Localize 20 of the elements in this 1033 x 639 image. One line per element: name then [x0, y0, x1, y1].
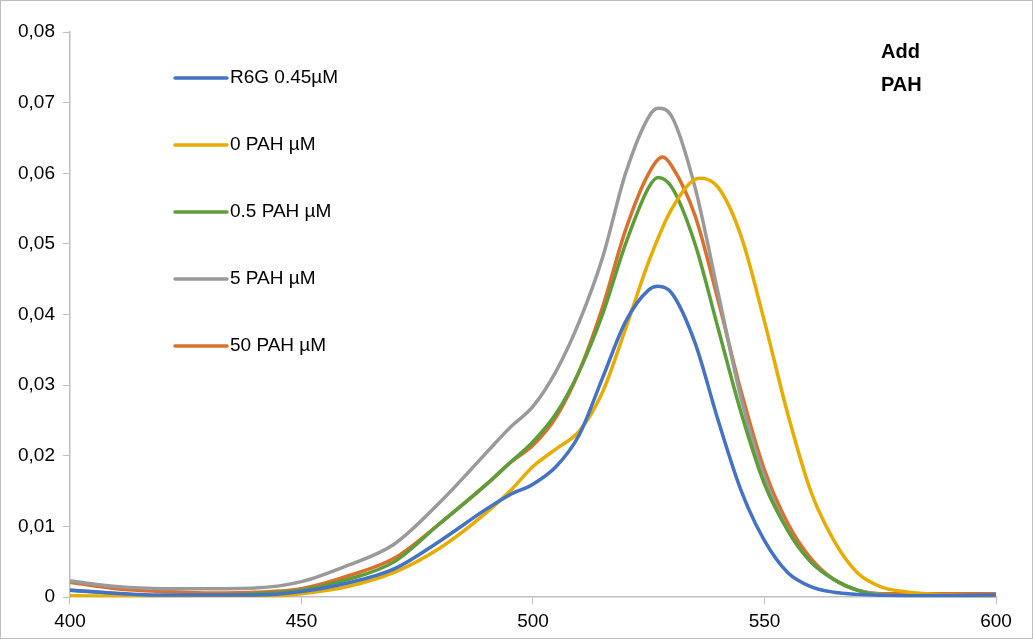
x-tick-label: 400	[54, 609, 86, 631]
y-tick-label: 0,08	[18, 20, 55, 42]
legend-label: 0 PAH µM	[229, 133, 316, 155]
y-tick-label: 0,07	[18, 90, 55, 112]
x-tick-label: 500	[517, 609, 549, 631]
x-tick-label: 550	[748, 609, 781, 631]
y-tick-label: 0,04	[18, 302, 56, 324]
annotation: Add PAH	[881, 39, 922, 95]
y-tick-label: 0,03	[18, 373, 55, 395]
x-tick-label: 450	[285, 609, 318, 631]
legend-label: 0.5 PAH µM	[229, 200, 332, 222]
legend-label: 5 PAH µM	[229, 267, 316, 289]
y-tick-label: 0,06	[18, 161, 55, 183]
x-tick-label: 600	[980, 609, 1012, 631]
y-tick-label: 0,02	[18, 444, 55, 466]
y-tick-label: 0,01	[18, 514, 55, 536]
y-tick-label: 0,05	[18, 232, 55, 254]
legend-label: R6G 0.45µM	[229, 66, 339, 88]
y-tick-label: 0	[44, 585, 55, 607]
legend-label: 50 PAH µM	[229, 334, 327, 356]
